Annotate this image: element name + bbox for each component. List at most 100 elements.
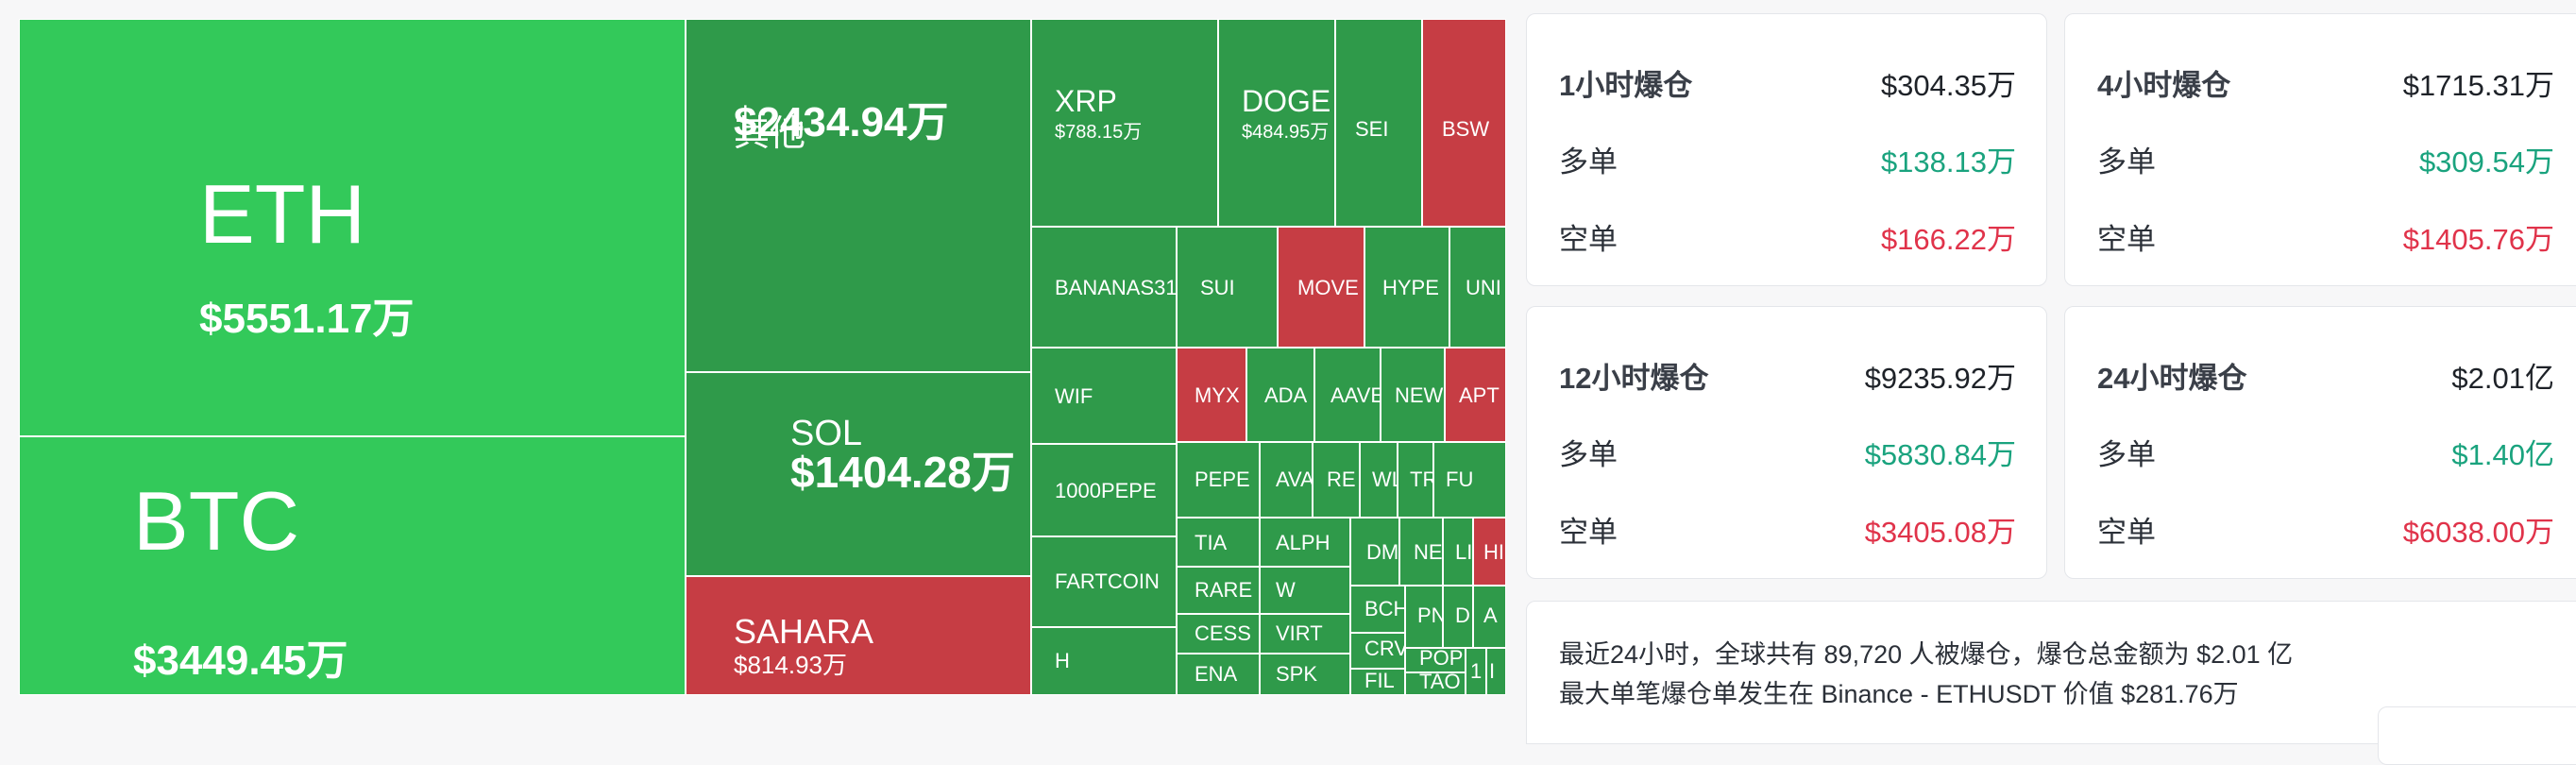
tile-h[interactable]: H [1031,627,1177,695]
tile-symbol: WIF [1055,384,1093,408]
tile-a[interactable]: A [1473,586,1506,648]
tile-sol[interactable]: SOL $1404.28万 [686,372,1031,576]
tile-dm[interactable]: DM [1350,518,1399,586]
tile-symbol: 1000PEPE [1055,479,1157,502]
tile-hi[interactable]: HI [1473,518,1506,586]
tile-apt[interactable]: APT [1445,348,1506,442]
tile-fu[interactable]: FU [1433,442,1506,518]
tile-symbol: H [1055,649,1070,672]
card-total: $2.01亿 [2451,362,2554,395]
tile-ena[interactable]: ENA [1177,654,1260,695]
tile-其他[interactable]: 其他 $2434.94万 [686,19,1031,372]
tile-xrp[interactable]: XRP $788.15万 [1031,19,1218,227]
tile-pop[interactable]: POP [1405,648,1466,672]
tile-symbol: SEI [1355,117,1389,141]
tile-symbol: TAO [1419,672,1461,693]
tile-w[interactable]: W [1260,567,1350,614]
tile-symbol: ETH [199,167,365,261]
tile-symbol: RE [1327,468,1356,491]
tile-tao[interactable]: TAO [1405,672,1466,695]
long-value: $309.54万 [2418,145,2554,178]
tile-symbol: TIA [1195,531,1228,554]
tile-aave[interactable]: AAVE [1314,348,1381,442]
tile-symbol: UNI [1466,276,1501,299]
long-value: $1.40亿 [2451,438,2554,471]
tile-doge[interactable]: DOGE $484.95万 [1218,19,1335,227]
short-value: $3405.08万 [1864,516,2016,549]
summary-line-total: 最近24小时，全球共有 89,720 人被爆仓，爆仓总金额为 $2.01 亿 [1559,640,2294,669]
tile-i[interactable]: I [1486,648,1506,695]
tile-symbol: SPK [1276,662,1318,686]
tile-eth[interactable]: ETH $5551.17万 [19,19,686,436]
tile-pn[interactable]: PN [1405,586,1443,648]
tile-symbol: BANANAS31 [1055,276,1177,299]
tile-tr[interactable]: TR [1398,442,1433,518]
tile-cess[interactable]: CESS [1177,614,1260,654]
tile-symbol: I [1489,659,1496,683]
tile-rare[interactable]: RARE [1177,567,1260,614]
tile-ne[interactable]: NE [1399,518,1443,586]
tile-uni[interactable]: UNI [1449,227,1506,348]
tile-fartcoin[interactable]: FARTCOIN [1031,536,1177,627]
short-label: 空单 [1559,223,1618,256]
tile-wl[interactable]: WL [1360,442,1398,518]
tile-fil[interactable]: FIL [1350,669,1405,695]
long-label: 多单 [2097,145,2156,178]
tile-symbol: DM [1366,540,1399,564]
tile-bananas31[interactable]: BANANAS31 [1031,227,1177,348]
tile-avax[interactable]: AVAX [1260,442,1313,518]
card-12h-liquidation: 12小时爆仓 $9235.92万 多单 $5830.84万 空单 $3405.0… [1526,306,2047,579]
tile-1[interactable]: 1 [1466,648,1486,695]
tile-symbol: POP [1419,648,1464,670]
tile-symbol: NE [1414,540,1443,564]
summary-line-largest: 最大单笔爆仓单发生在 Binance - ETHUSDT 价值 $281.76万 [1559,680,2239,708]
tile-tia[interactable]: TIA [1177,518,1260,567]
card-4h-liquidation: 4小时爆仓 $1715.31万 多单 $309.54万 空单 $1405.76万 [2064,13,2576,286]
tile-sahara[interactable]: SAHARA $814.93万 [686,576,1031,695]
tile-ada[interactable]: ADA [1246,348,1314,442]
tile-symbol: BCH [1364,597,1405,620]
tile-bsw[interactable]: BSW [1422,19,1506,227]
tile-symbol: SUI [1200,276,1235,299]
tile-sei[interactable]: SEI [1335,19,1422,227]
tile-symbol: NEW [1395,383,1444,407]
tile-d[interactable]: D [1443,586,1473,648]
card-24h-liquidation: 24小时爆仓 $2.01亿 多单 $1.40亿 空单 $6038.00万 [2064,306,2576,579]
tile-symbol: FIL [1364,669,1395,692]
tile-sui[interactable]: SUI [1177,227,1278,348]
tile-re[interactable]: RE [1313,442,1360,518]
tile-symbol: LI [1455,540,1473,564]
tile-symbol: AAVE [1330,383,1381,407]
tile-symbol: D [1455,604,1470,627]
tile-virt[interactable]: VIRT [1260,614,1350,654]
tile-symbol: AVAX [1276,468,1312,491]
partial-card [2378,706,2576,765]
tile-btc[interactable]: BTC $3449.45万 [19,436,686,695]
tile-wif[interactable]: WIF [1031,348,1177,444]
tile-myx[interactable]: MYX [1177,348,1246,442]
card-1h-liquidation: 1小时爆仓 $304.35万 多单 $138.13万 空单 $166.22万 [1526,13,2047,286]
tile-pepe[interactable]: PEPE [1177,442,1260,518]
tile-1000pepe[interactable]: 1000PEPE [1031,444,1177,536]
short-value: $166.22万 [1880,223,2016,256]
long-label: 多单 [2097,438,2156,471]
tile-crv[interactable]: CRV [1350,633,1405,669]
tile-symbol: MOVE [1297,276,1359,299]
tile-symbol: HYPE [1382,276,1439,299]
tile-alph[interactable]: ALPH [1260,518,1350,567]
short-value: $1405.76万 [2402,223,2554,256]
tile-bch[interactable]: BCH [1350,586,1405,633]
tile-hype[interactable]: HYPE [1364,227,1449,348]
tile-symbol: FU [1446,468,1474,491]
short-label: 空单 [2097,223,2156,256]
tile-amount: $3449.45万 [133,638,348,684]
liquidation-treemap: ETH $5551.17万 BTC $3449.45万 其他 $2434.94万 SOL $1… [19,19,1506,695]
tile-li[interactable]: LI [1443,518,1473,586]
tile-amount: $5551.17万 [199,296,415,342]
card-title: 1小时爆仓 [1559,69,1693,102]
tile-move[interactable]: MOVE [1278,227,1364,348]
card-title: 12小时爆仓 [1559,362,1709,395]
tile-spk[interactable]: SPK [1260,654,1350,695]
card-title: 4小时爆仓 [2097,69,2231,102]
tile-new[interactable]: NEW [1381,348,1445,442]
